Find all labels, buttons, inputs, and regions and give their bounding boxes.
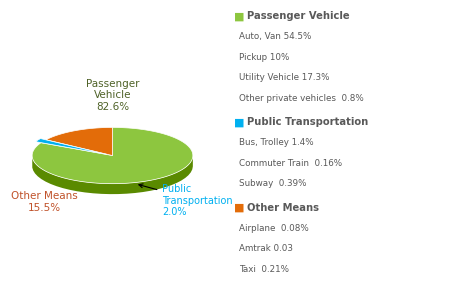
Polygon shape <box>32 156 193 194</box>
Polygon shape <box>36 139 107 155</box>
Text: ■: ■ <box>234 11 248 21</box>
Text: Utility Vehicle 17.3%: Utility Vehicle 17.3% <box>239 73 330 82</box>
Text: Public
Transportation
2.0%: Public Transportation 2.0% <box>139 184 233 217</box>
Text: ■: ■ <box>234 117 248 127</box>
Text: Airplane  0.08%: Airplane 0.08% <box>239 224 309 233</box>
Text: Bus, Trolley 1.4%: Bus, Trolley 1.4% <box>239 138 314 147</box>
Text: Commuter Train  0.16%: Commuter Train 0.16% <box>239 159 342 168</box>
Text: ■: ■ <box>234 203 248 213</box>
Text: Passenger
Vehicle
82.6%: Passenger Vehicle 82.6% <box>86 79 139 112</box>
Text: Public Transportation: Public Transportation <box>247 117 368 127</box>
Text: Other private vehicles  0.8%: Other private vehicles 0.8% <box>239 94 364 103</box>
Text: Subway  0.39%: Subway 0.39% <box>239 179 307 188</box>
Polygon shape <box>46 127 112 156</box>
Polygon shape <box>32 127 193 184</box>
Text: Other Means: Other Means <box>247 203 319 213</box>
Text: Passenger Vehicle: Passenger Vehicle <box>247 11 349 21</box>
Text: Taxi  0.21%: Taxi 0.21% <box>239 265 289 274</box>
Text: Amtrak 0.03: Amtrak 0.03 <box>239 244 293 253</box>
Text: Pickup 10%: Pickup 10% <box>239 53 290 62</box>
Text: Other Means
15.5%: Other Means 15.5% <box>11 191 77 213</box>
Text: Auto, Van 54.5%: Auto, Van 54.5% <box>239 32 312 41</box>
